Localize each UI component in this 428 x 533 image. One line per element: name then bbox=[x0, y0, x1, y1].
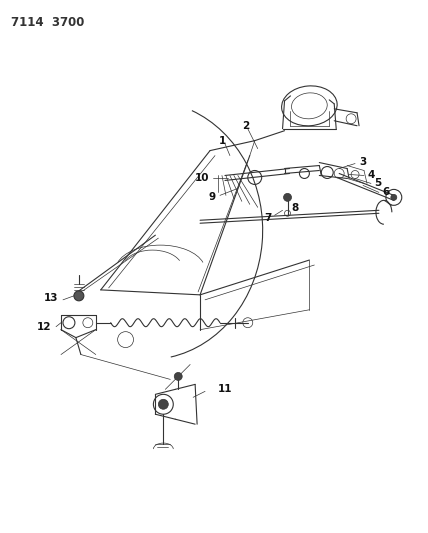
Circle shape bbox=[391, 195, 397, 200]
Text: 11: 11 bbox=[218, 384, 232, 394]
Text: 2: 2 bbox=[242, 121, 250, 131]
Text: 3: 3 bbox=[359, 157, 366, 166]
Text: 7: 7 bbox=[264, 213, 272, 223]
Text: 8: 8 bbox=[291, 203, 299, 213]
Circle shape bbox=[158, 399, 168, 409]
Text: 10: 10 bbox=[195, 173, 209, 183]
Circle shape bbox=[174, 373, 182, 381]
Text: 7114  3700: 7114 3700 bbox=[11, 17, 85, 29]
Text: 12: 12 bbox=[36, 322, 51, 332]
Text: 4: 4 bbox=[367, 171, 374, 181]
Text: 13: 13 bbox=[44, 293, 58, 303]
Circle shape bbox=[74, 291, 84, 301]
Text: 1: 1 bbox=[218, 136, 226, 146]
Text: 5: 5 bbox=[374, 179, 381, 189]
Text: 9: 9 bbox=[209, 192, 216, 203]
Circle shape bbox=[283, 193, 291, 201]
Text: 6: 6 bbox=[382, 188, 389, 197]
